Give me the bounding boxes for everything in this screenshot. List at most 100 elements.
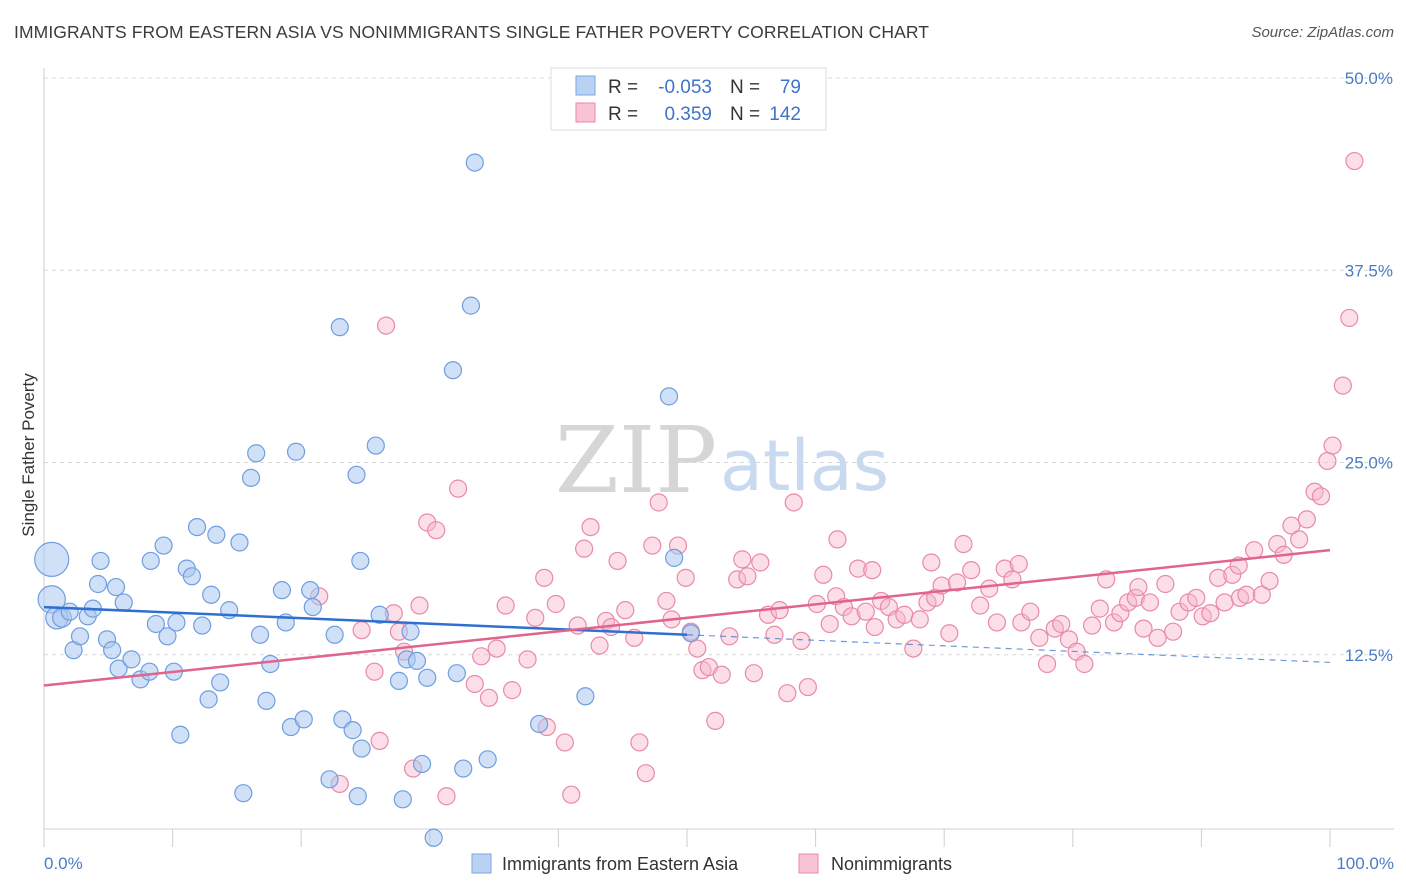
eastern-asia-point: [272, 581, 292, 600]
nonimmigrant-point: [954, 534, 973, 554]
eastern-asia-point: [261, 654, 280, 674]
watermark: ZIP atlas: [555, 407, 889, 514]
nonimmigrant-point: [842, 607, 861, 626]
eastern-asia-point: [665, 548, 684, 567]
nonimmigrant-point: [733, 550, 752, 569]
nonimmigrant-point: [1164, 622, 1183, 641]
trend-line-eastern-asia-dashed: [686, 634, 1331, 664]
eastern-asia-point: [106, 577, 126, 597]
nonimmigrant-point: [676, 568, 695, 587]
nonimmigrant-point: [1082, 616, 1102, 635]
gridlines: [44, 77, 1394, 656]
nonimmigrant-point: [1009, 554, 1028, 574]
x-tick-label-min: 0.0%: [44, 854, 83, 873]
legend-n-value-1: 79: [780, 77, 801, 98]
eastern-asia-point: [343, 721, 362, 740]
eastern-asia-point: [465, 153, 484, 172]
nonimmigrant-point: [865, 617, 884, 637]
nonimmigrant-point: [744, 664, 763, 683]
eastern-asia-point: [303, 597, 322, 617]
eastern-asia-point: [530, 714, 549, 734]
nonimmigrant-point: [770, 601, 789, 620]
eastern-asia-point: [576, 687, 595, 706]
legend-n-label-1: N =: [730, 77, 760, 98]
nonimmigrant-point: [496, 596, 515, 615]
nonimmigrant-point: [814, 565, 833, 584]
nonimmigrant-point: [535, 568, 554, 587]
nonimmigrant-point: [1311, 487, 1331, 506]
nonimmigrant-point: [657, 591, 676, 611]
bottom-legend-swatch-blue: [471, 853, 492, 874]
nonimmigrant-point: [503, 681, 522, 700]
eastern-asia-point: [424, 828, 443, 847]
nonimmigrant-point: [712, 665, 731, 684]
legend-swatch-pink: [575, 102, 596, 123]
nonimmigrant-point: [1030, 628, 1049, 647]
bottom-legend-label-eastern-asia: Immigrants from Eastern Asia: [502, 854, 739, 874]
source-credit: Source: ZipAtlas.com: [1251, 24, 1394, 41]
nonimmigrant-point: [784, 493, 803, 512]
nonimmigrant-point: [798, 677, 817, 697]
nonimmigrant-point: [910, 610, 929, 629]
nonimmigrant-point: [863, 561, 882, 580]
eastern-asia-point: [478, 750, 497, 769]
nonimmigrant-point: [1340, 308, 1359, 328]
nonimmigrant-point: [738, 567, 757, 586]
axes: [43, 68, 1394, 830]
nonimmigrant-point: [904, 639, 923, 658]
eastern-asia-point: [401, 622, 420, 641]
eastern-asia-point: [60, 602, 79, 621]
nonimmigrant-point: [971, 596, 990, 615]
nonimmigrant-point: [630, 733, 649, 752]
x-tick-label-max: 100.0%: [1336, 854, 1394, 873]
eastern-asia-point: [347, 465, 366, 484]
nonimmigrant-point: [706, 711, 725, 730]
nonimmigrant-point: [1345, 151, 1364, 171]
nonimmigrant-point: [581, 517, 600, 537]
nonimmigrant-point: [555, 733, 574, 752]
nonimmigrant-point: [1134, 619, 1153, 638]
eastern-asia-point: [366, 436, 385, 455]
eastern-asia-point: [320, 770, 339, 789]
eastern-asia-point: [171, 725, 190, 744]
eastern-asia-point: [122, 650, 141, 669]
nonimmigrant-point: [575, 539, 594, 558]
nonimmigrant-point: [1129, 577, 1148, 597]
nonimmigrant-point: [643, 536, 662, 555]
eastern-asia-point: [461, 296, 481, 315]
eastern-asia-point: [146, 614, 165, 634]
nonimmigrant-point: [1201, 604, 1220, 623]
nonimmigrant-point: [1126, 588, 1145, 607]
eastern-asia-point: [241, 468, 261, 487]
nonimmigrant-point: [608, 551, 627, 571]
eastern-asia-points: [34, 153, 700, 847]
nonimmigrant-point: [828, 530, 847, 549]
nonimmigrant-point: [1148, 628, 1167, 647]
watermark-atlas: atlas: [720, 425, 889, 507]
eastern-asia-point: [211, 673, 230, 692]
nonimmigrant-point: [1223, 565, 1242, 584]
nonimmigrant-point: [1268, 534, 1287, 554]
nonimmigrant-point: [376, 316, 396, 335]
eastern-asia-point: [103, 641, 122, 660]
nonimmigrant-point: [649, 493, 668, 512]
watermark-zip: ZIP: [555, 407, 717, 514]
nonimmigrant-point: [947, 573, 967, 592]
eastern-asia-point: [193, 616, 212, 635]
eastern-asia-point: [294, 710, 313, 729]
correlation-legend: R = -0.053 N = 79 R = 0.359 N = 142: [550, 67, 827, 131]
nonimmigrant-point: [1156, 574, 1175, 594]
nonimmigrant-point: [1297, 510, 1316, 529]
nonimmigrant-point: [1104, 613, 1124, 632]
nonimmigrant-point: [1140, 593, 1160, 612]
nonimmigrant-point: [1021, 602, 1040, 621]
eastern-asia-point: [301, 581, 320, 600]
eastern-asia-point: [454, 759, 473, 778]
nonimmigrant-point: [940, 624, 959, 643]
eastern-asia-point: [187, 517, 207, 537]
nonimmigrant-point: [895, 605, 914, 624]
eastern-asia-point: [330, 318, 349, 337]
eastern-asia-point: [167, 613, 186, 632]
nonimmigrant-point: [820, 614, 839, 634]
series-legend: Immigrants from Eastern Asia Nonimmigran…: [471, 853, 952, 874]
